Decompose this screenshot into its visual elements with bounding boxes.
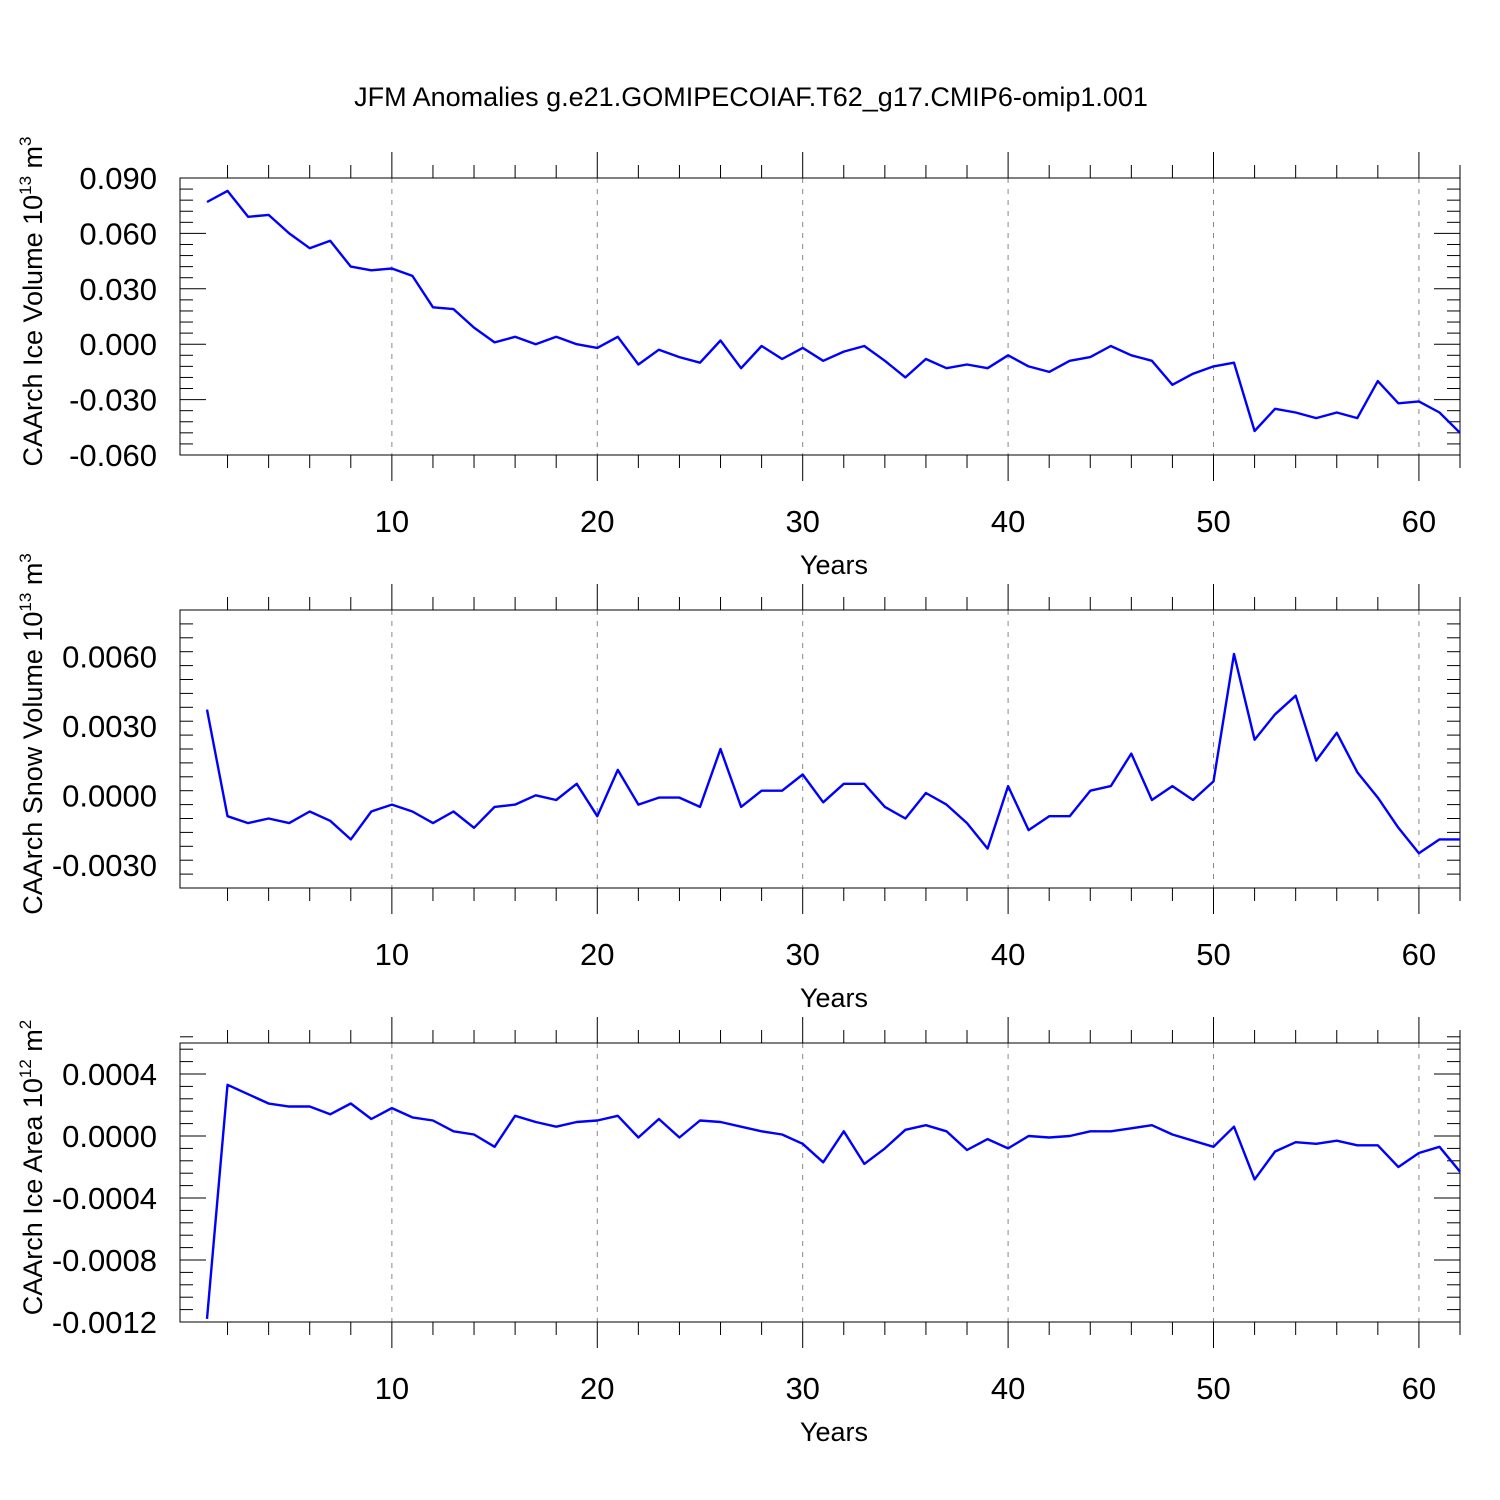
plot-frame	[179, 177, 1461, 456]
y-axis-label-unit-exponent: 3	[16, 553, 35, 562]
x-tick-label: 40	[991, 504, 1025, 539]
x-tick-label: 50	[1196, 1371, 1230, 1406]
y-axis-label-unit: m	[18, 563, 48, 593]
series-line	[205, 1083, 1461, 1320]
y-tick-label: -0.0008	[52, 1243, 157, 1278]
x-tick-label: 20	[580, 504, 614, 539]
chart-panels: -0.060 -0.030 0.000 0.030 0.060 0.090 10 20 30 40…	[16, 136, 1461, 1447]
plot-frame	[179, 609, 1461, 889]
y-axis-label-unit-exponent: 2	[16, 1020, 35, 1029]
x-tick-label: 40	[991, 937, 1025, 972]
y-tick-label: -0.0012	[52, 1305, 157, 1340]
chart-panel-2: -0.0030 0.0000 0.0030 0.0060 10 20 30 40 50 60 Yea…	[16, 553, 1461, 1013]
y-axis-label-unit-exponent: 3	[16, 136, 35, 145]
y-axis-label: CAArch Ice Area 1012 m2	[16, 1020, 48, 1316]
chart-panel-1: -0.060 -0.030 0.000 0.030 0.060 0.090 10 20 30 40…	[16, 136, 1461, 580]
y-axis-label-exponent: 13	[16, 176, 35, 195]
x-tick-label: 60	[1402, 504, 1436, 539]
series-line	[206, 189, 1461, 434]
y-tick-label: -0.0030	[52, 848, 157, 883]
y-axis-label: CAArch Ice Volume 1013 m3	[16, 136, 48, 466]
y-axis-label-exponent: 12	[16, 1059, 35, 1078]
x-axis-label: Years	[800, 1417, 868, 1447]
y-axis-label-exponent: 13	[16, 593, 35, 612]
y-tick-label: 0.0030	[62, 709, 157, 744]
y-tick-label: 0.030	[79, 272, 157, 307]
x-tick-label: 50	[1196, 504, 1230, 539]
y-tick-label: 0.0000	[62, 778, 157, 813]
y-tick-label: 0.000	[79, 327, 157, 362]
y-tick-label: 0.090	[79, 161, 157, 196]
y-axis-label-text: CAArch Ice Volume 10	[18, 195, 48, 467]
x-tick-label: 30	[785, 504, 819, 539]
x-tick-label: 60	[1402, 937, 1436, 972]
y-axis-label-unit: m	[18, 146, 48, 176]
x-tick-label: 10	[375, 1371, 409, 1406]
x-tick-label: 20	[580, 937, 614, 972]
x-tick-label: 20	[580, 1371, 614, 1406]
y-tick-label: 0.0060	[62, 639, 157, 674]
y-tick-label: 0.0000	[62, 1119, 157, 1154]
x-tick-label: 30	[785, 937, 819, 972]
y-axis-label-text: CAArch Snow Volume 10	[18, 612, 48, 915]
y-axis-label-text: CAArch Ice Area 10	[18, 1078, 48, 1315]
x-tick-label: 30	[785, 1371, 819, 1406]
x-axis-label: Years	[800, 550, 868, 580]
chart-panel-3: -0.0012 -0.0008 -0.0004 0.0000 0.0004 10 20 30 4…	[16, 1017, 1461, 1447]
x-tick-label: 10	[375, 937, 409, 972]
x-tick-label: 50	[1196, 937, 1230, 972]
x-tick-label: 60	[1402, 1371, 1436, 1406]
x-axis-label: Years	[800, 983, 868, 1013]
plot-frame	[179, 1042, 1461, 1323]
x-tick-label: 40	[991, 1371, 1025, 1406]
y-tick-label: -0.030	[69, 383, 157, 418]
y-tick-label: 0.060	[79, 216, 157, 251]
chart-title: JFM Anomalies g.e21.GOMIPECOIAF.T62_g17.…	[354, 82, 1148, 112]
x-tick-label: 10	[375, 504, 409, 539]
y-tick-label: 0.0004	[62, 1057, 157, 1092]
series-line	[205, 652, 1460, 855]
y-axis-label: CAArch Snow Volume 1013 m3	[16, 553, 48, 915]
y-axis-label-unit: m	[18, 1029, 48, 1059]
y-tick-label: -0.0004	[52, 1181, 157, 1216]
y-tick-label: -0.060	[69, 438, 157, 473]
